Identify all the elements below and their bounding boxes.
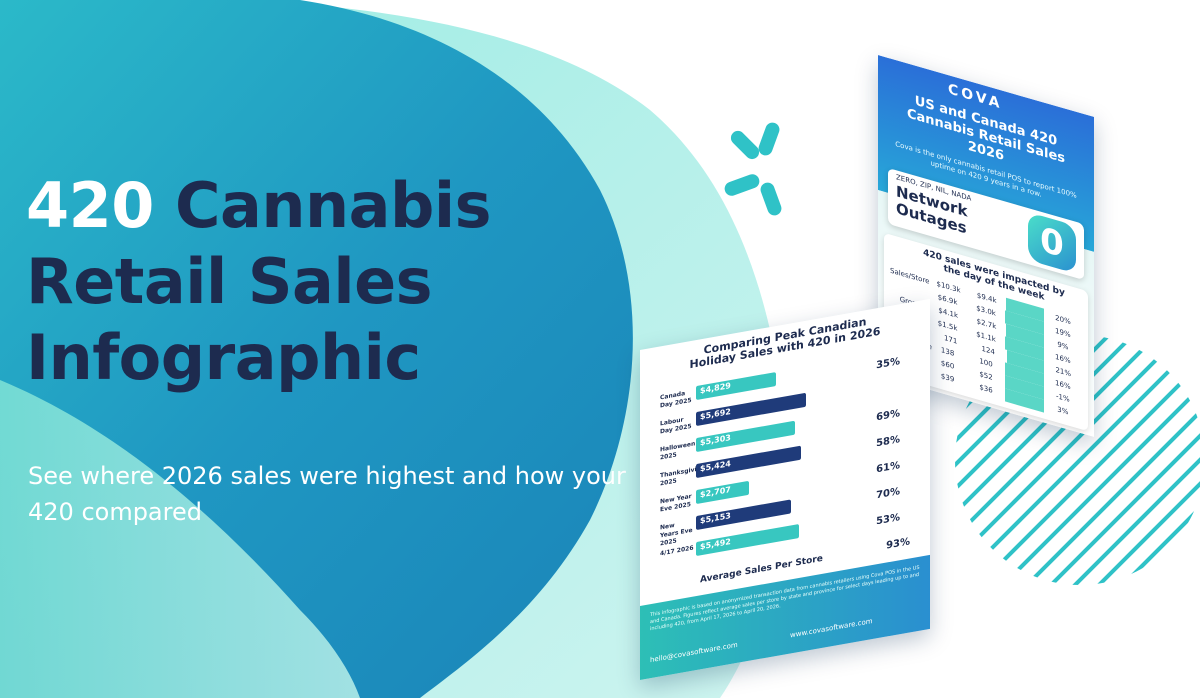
infographic-bottom-panel: Comparing Peak Canadian Holiday Sales wi… [640, 298, 930, 680]
footer-email: hello@covasoftware.com [650, 640, 738, 665]
bar-percent: 61% [876, 460, 900, 476]
bar-percent: 53% [876, 512, 900, 528]
bar-label: 4/17 2026 [660, 544, 694, 558]
outage-value: 0 [1028, 212, 1076, 274]
footer-site: www.covasoftware.com [790, 616, 873, 640]
hero-title-accent: 420 [26, 169, 154, 242]
bar-label: New Year Eve 2025 [660, 492, 692, 514]
bar-percent: 69% [876, 408, 900, 424]
bar-percent: 58% [876, 434, 900, 450]
bar-label: Halloween 2025 [660, 440, 696, 462]
hero-title-rest: Cannabis Retail Sales Infographic [26, 169, 492, 394]
holiday-bars: Canada Day 2025 $4,829 35% Labour Day 2025 $… [660, 348, 910, 585]
bar-label: Canada Day 2025 [660, 390, 692, 410]
bar-label: Labour Day 2025 [660, 416, 692, 436]
hero-subtitle: See where 2026 sales were highest and ho… [28, 462, 626, 526]
bar-percent: 35% [876, 356, 900, 372]
bar-percent: 70% [876, 486, 900, 502]
bar-label: Thanksgiving 2025 [660, 464, 706, 488]
hero-title: 420 Cannabis Retail Sales Infographic [26, 168, 666, 396]
sparkle-icon [724, 122, 782, 216]
